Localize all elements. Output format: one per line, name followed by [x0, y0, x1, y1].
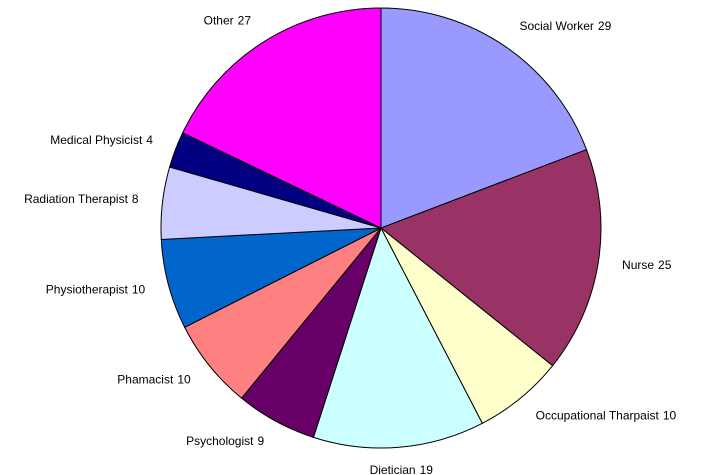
- slice-label-name: Occupational Tharpaist: [536, 409, 660, 423]
- slice-label-value: 25: [658, 258, 672, 272]
- slice-label-name: Other: [204, 14, 234, 28]
- slice-label-value: 19: [420, 463, 434, 475]
- pie-slice: [181, 7, 382, 229]
- pie-slice: [380, 149, 602, 367]
- slice-label: Nurse 25: [622, 258, 672, 272]
- slice-label-value: 8: [132, 192, 139, 206]
- pie-slice: [312, 226, 483, 449]
- slice-label-value: 4: [146, 133, 153, 147]
- slice-label: Medical Physicist 4: [50, 133, 153, 147]
- slice-label-value: 29: [598, 19, 612, 33]
- slice-label: Occupational Tharpaist 10: [536, 409, 677, 423]
- slice-label-value: 9: [257, 434, 264, 448]
- slice-label: Psychologist 9: [186, 434, 264, 448]
- slice-label-name: Radiation Therapist: [24, 192, 129, 206]
- slice-label-value: 10: [177, 373, 191, 387]
- slice-label-name: Psychologist: [186, 434, 254, 448]
- slice-label-name: Medical Physicist: [50, 133, 143, 147]
- slice-label-name: Physiotherapist: [46, 283, 129, 297]
- pie-slice: [380, 7, 588, 229]
- slice-label: Physiotherapist 10: [46, 283, 146, 297]
- slice-label-value: 10: [132, 283, 146, 297]
- slice-label-name: Dietician: [370, 463, 416, 475]
- slice-label-name: Phamacist: [117, 373, 174, 387]
- slice-label-value: 10: [663, 409, 677, 423]
- slice-label: Phamacist 10: [117, 373, 191, 387]
- slice-label: Social Worker 29: [519, 19, 611, 33]
- slice-label-name: Social Worker: [519, 19, 593, 33]
- slice-label: Radiation Therapist 8: [24, 192, 139, 206]
- slice-label-value: 27: [238, 14, 252, 28]
- slice-label: Other 27: [204, 14, 252, 28]
- slice-label-name: Nurse: [622, 258, 654, 272]
- slice-label: Dietician 19: [370, 463, 434, 475]
